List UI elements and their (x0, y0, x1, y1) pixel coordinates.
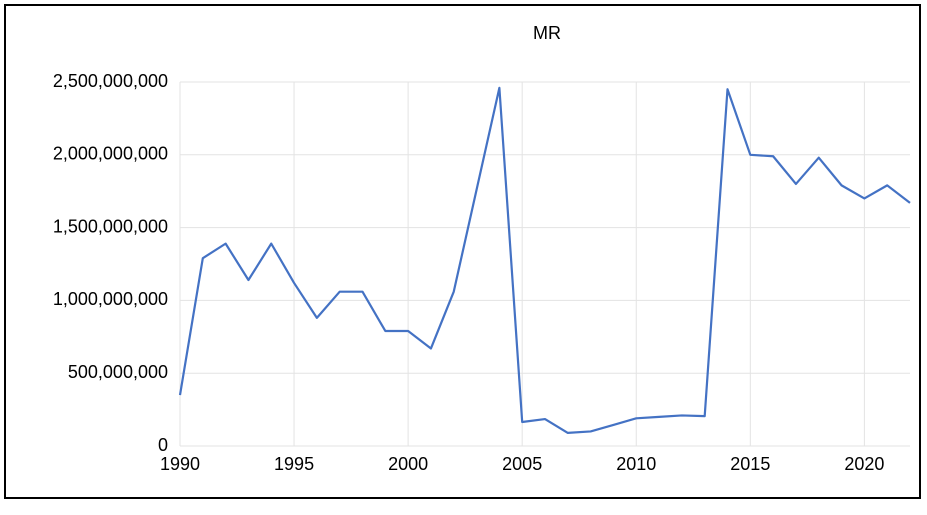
x-tick-label: 2005 (502, 454, 542, 474)
x-tick-label: 2010 (616, 454, 656, 474)
chart-title: MR (533, 23, 561, 43)
x-tick-label: 2015 (730, 454, 770, 474)
y-tick-label: 1,000,000,000 (53, 289, 168, 309)
y-tick-label: 500,000,000 (68, 362, 168, 382)
x-tick-label: 2020 (844, 454, 884, 474)
x-tick-label: 1990 (160, 454, 200, 474)
y-tick-label: 0 (158, 435, 168, 455)
y-tick-label: 1,500,000,000 (53, 216, 168, 236)
x-tick-label: 2000 (388, 454, 428, 474)
y-tick-label: 2,500,000,000 (53, 71, 168, 91)
x-tick-label: 1995 (274, 454, 314, 474)
y-tick-label: 2,000,000,000 (53, 144, 168, 164)
data-line (178, 86, 911, 434)
